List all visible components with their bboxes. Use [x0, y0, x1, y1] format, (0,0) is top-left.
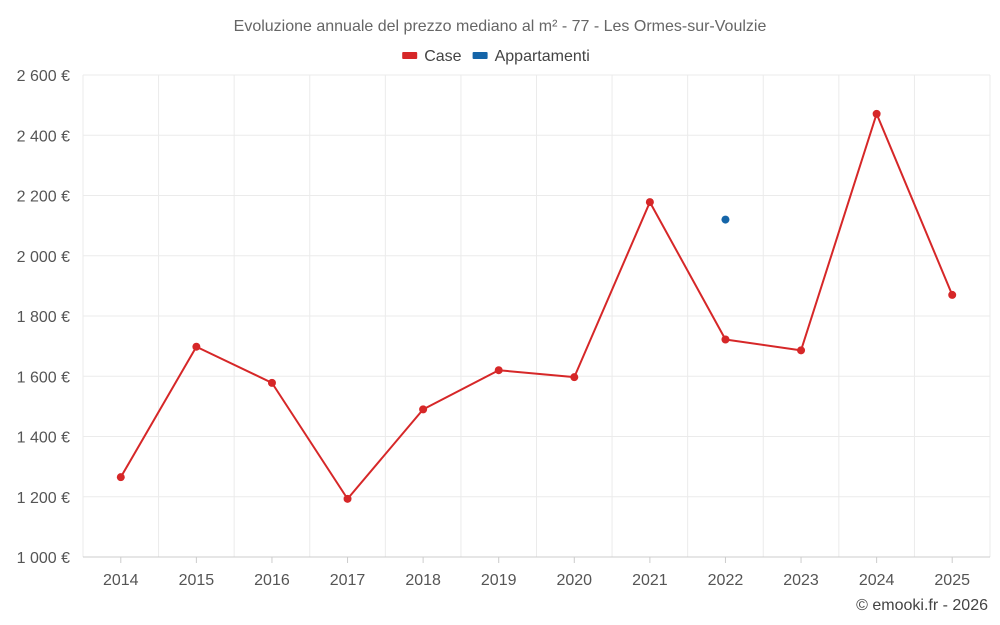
x-tick-label: 2025	[934, 572, 970, 589]
y-tick-label: 1 400 €	[17, 430, 70, 447]
axis-layer: 1 000 € 1 200 € 1 400 € 1 600 € 1 800 € 2 000…	[17, 68, 990, 589]
series-appartamenti	[721, 215, 730, 224]
data-point-appartamenti-2022	[721, 215, 730, 224]
y-tick-label: 2 600 €	[17, 68, 70, 85]
data-point-case-2019	[494, 366, 503, 375]
x-tick-label: 2017	[330, 572, 366, 589]
y-tick-label: 2 200 €	[17, 189, 70, 206]
series-case	[116, 109, 957, 503]
x-tick-label: 2019	[481, 572, 517, 589]
legend-item-case[interactable]: Case	[402, 48, 462, 65]
data-point-case-2021	[645, 198, 654, 207]
x-tick-label: 2015	[179, 572, 215, 589]
legend[interactable]: Case Appartamenti	[402, 48, 590, 65]
legend-label-appartamenti: Appartamenti	[495, 48, 590, 65]
grid-layer	[82, 74, 991, 557]
x-tick-label: 2023	[783, 572, 819, 589]
y-tick-label: 1 800 €	[17, 309, 70, 326]
data-point-case-2017	[343, 494, 352, 503]
x-tick-label: 2018	[405, 572, 441, 589]
data-point-case-2014	[116, 473, 125, 482]
x-tick-label: 2016	[254, 572, 290, 589]
data-point-case-2015	[192, 342, 201, 351]
y-tick-label: 1 000 €	[17, 550, 70, 567]
data-point-case-2020	[570, 373, 579, 382]
data-point-case-2024	[872, 109, 881, 118]
y-tick-label: 2 000 €	[17, 249, 70, 266]
y-tick-label: 1 600 €	[17, 369, 70, 386]
legend-label-case: Case	[424, 48, 461, 65]
y-tick-label: 2 400 €	[17, 128, 70, 145]
data-point-case-2022	[721, 335, 730, 344]
data-point-case-2018	[419, 405, 428, 414]
data-point-case-2025	[948, 290, 957, 299]
x-tick-label: 2024	[859, 572, 895, 589]
credit-text: © emooki.fr - 2026	[856, 597, 988, 614]
legend-item-appartamenti[interactable]: Appartamenti	[472, 48, 590, 65]
x-tick-label: 2021	[632, 572, 668, 589]
series-line-case	[119, 112, 954, 500]
series-layer	[116, 109, 957, 503]
x-tick-label: 2020	[556, 572, 592, 589]
data-point-case-2016	[267, 378, 276, 387]
y-tick-label: 1 200 €	[17, 490, 70, 507]
x-tick-label: 2022	[708, 572, 744, 589]
legend-swatch-case	[402, 52, 418, 59]
data-point-case-2023	[797, 346, 806, 355]
legend-swatch-appartamenti	[472, 52, 488, 59]
chart-title: Evoluzione annuale del prezzo mediano al…	[234, 18, 767, 35]
x-tick-label: 2014	[103, 572, 139, 589]
